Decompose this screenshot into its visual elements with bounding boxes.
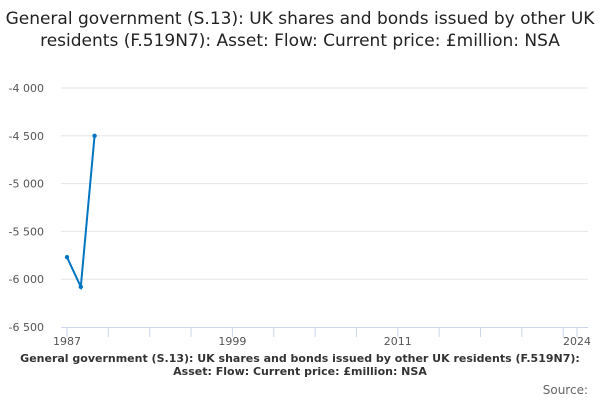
data-point: [78, 284, 83, 290]
legend-series-label: General government (S.13): UK shares and…: [20, 352, 580, 378]
source-label: Source:: [542, 383, 588, 397]
data-point: [92, 133, 97, 138]
x-tick-label: 1999: [218, 335, 246, 348]
y-tick-label: -5 500: [9, 225, 44, 238]
y-tick-label: -5 000: [9, 178, 44, 191]
y-tick-label: -4 000: [9, 82, 44, 95]
series-line: [66, 135, 96, 291]
y-tick-label: -6 000: [9, 273, 44, 286]
chart-title: General government (S.13): UK shares and…: [5, 9, 595, 51]
data-point: [64, 255, 70, 260]
x-tick-label: 2024: [563, 335, 591, 348]
line-chart: -4 000 -4 500 -5 000 -5 500 -6 000 -6 500 1987…: [9, 82, 591, 348]
y-tick-label: -4 500: [9, 130, 44, 143]
x-tick-label: 1987: [53, 335, 81, 348]
y-tick-label: -6 500: [9, 321, 44, 334]
x-tick-label: 2011: [384, 335, 412, 348]
